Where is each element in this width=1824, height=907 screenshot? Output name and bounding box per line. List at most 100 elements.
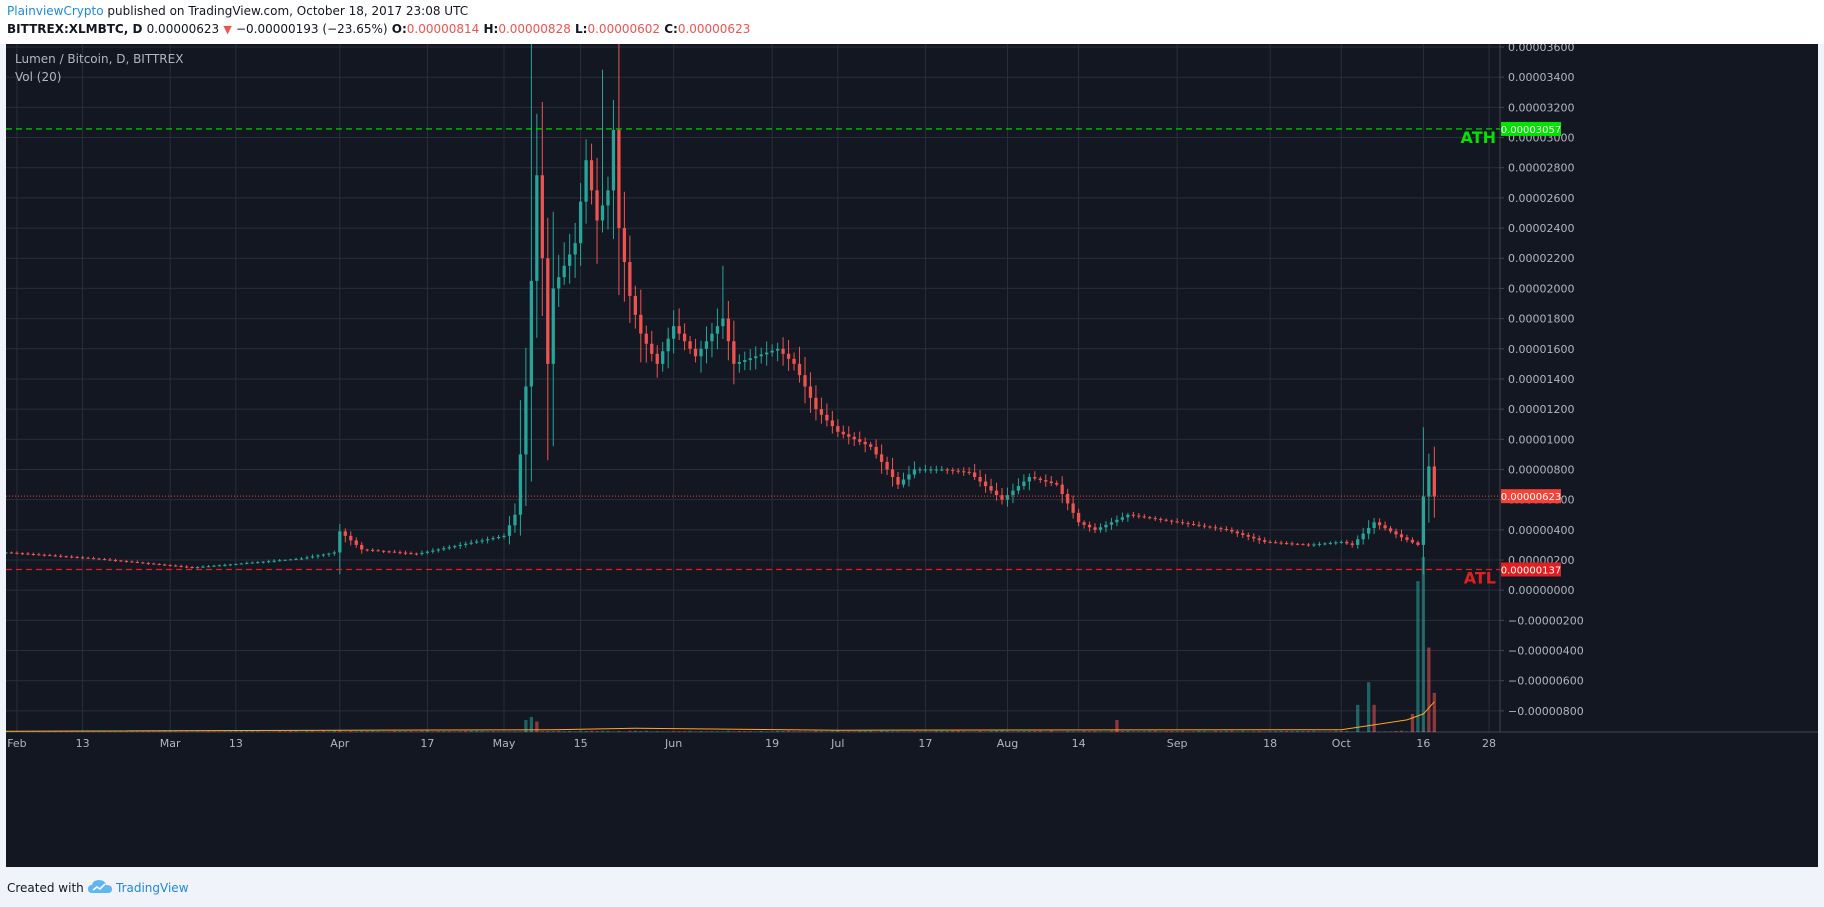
volume-bar <box>1328 731 1332 732</box>
candle <box>1230 527 1234 534</box>
y-tick-label: 0.00001000 <box>1508 433 1574 446</box>
candle <box>349 531 353 546</box>
candle <box>327 552 331 557</box>
candle-body <box>1301 544 1305 546</box>
volume-bar <box>1159 731 1163 732</box>
volume-bar <box>491 731 495 732</box>
candle-body <box>852 436 856 440</box>
candle-body <box>737 361 741 364</box>
candle-body <box>1038 478 1042 481</box>
candle <box>1235 529 1239 537</box>
candle <box>20 552 25 556</box>
candle <box>163 563 167 566</box>
candle-body <box>781 348 785 354</box>
x-tick-label: 17 <box>420 737 434 750</box>
tradingview-cloud-icon[interactable] <box>88 879 112 895</box>
volume-bar <box>1334 730 1338 732</box>
candle <box>1416 540 1420 547</box>
candle <box>1399 529 1404 542</box>
candle <box>1268 540 1272 544</box>
candle-body <box>1383 525 1387 529</box>
candle-body <box>584 160 588 202</box>
volume-bar <box>672 731 676 732</box>
candle-body <box>354 540 358 545</box>
volume-bar <box>338 730 342 732</box>
candle-body <box>1328 542 1332 544</box>
candle <box>168 564 172 567</box>
volume-bar <box>272 731 276 732</box>
candle-body <box>994 490 999 496</box>
candle-body <box>1230 529 1234 532</box>
candle <box>146 561 150 566</box>
volume-bar <box>650 731 654 732</box>
candle-body <box>639 314 643 334</box>
tradingview-brand-link[interactable]: TradingView <box>116 881 189 895</box>
candle <box>272 559 276 563</box>
volume-bar <box>994 730 999 732</box>
candle-body <box>666 338 670 352</box>
chart-area[interactable]: 0.00003600 0.00003400 0.00003200 0.00003000… <box>4 17 1818 867</box>
candle-body <box>1246 534 1250 537</box>
volume-bar <box>206 730 211 732</box>
candle <box>299 557 304 561</box>
candle <box>1159 517 1163 523</box>
volume-bar <box>1120 731 1125 732</box>
candle <box>1295 543 1300 546</box>
candle <box>1427 453 1431 523</box>
candle-body <box>1153 518 1157 520</box>
volume-bar <box>1093 730 1097 732</box>
price-chart[interactable]: 0.000036000.000034000.000032000.00003000… <box>4 17 1818 867</box>
candle-body <box>765 352 769 355</box>
candle-body <box>568 254 572 266</box>
candle-body <box>524 386 528 455</box>
candle-body <box>250 562 254 564</box>
volume-bar <box>130 730 134 732</box>
candle-body <box>1416 542 1420 545</box>
candle <box>469 539 473 546</box>
volume-bar <box>1290 730 1294 732</box>
candle <box>1279 540 1283 545</box>
candle <box>206 565 211 568</box>
volume-bar <box>1164 731 1168 732</box>
candle <box>80 555 85 560</box>
candle-body <box>1263 540 1267 542</box>
volume-bar <box>86 731 90 732</box>
candle <box>704 326 709 364</box>
y-tick-label: 0.00003600 <box>1508 44 1574 54</box>
candle-body <box>1268 541 1272 543</box>
volume-bar <box>277 730 282 732</box>
volume-bar <box>310 730 315 732</box>
candle <box>967 467 971 475</box>
candle-body <box>217 565 222 567</box>
candle <box>256 561 260 564</box>
candle <box>15 551 19 555</box>
x-tick-label: May <box>493 737 516 750</box>
author-link[interactable]: PlainviewCrypto <box>7 4 104 18</box>
candle <box>672 310 676 354</box>
candle-body <box>1033 477 1037 479</box>
volume-bar <box>1131 731 1135 732</box>
volume-bar <box>228 731 233 732</box>
volume-bar <box>945 730 949 732</box>
candle <box>578 183 583 266</box>
candle-body <box>365 549 369 551</box>
candle-body <box>972 472 977 478</box>
candle-body <box>1399 534 1404 538</box>
last-price-tag-text: 0.00000623 <box>1501 492 1561 503</box>
candle-body <box>1000 495 1004 500</box>
volume-bar <box>1356 704 1360 732</box>
candle <box>1044 474 1048 487</box>
volume-bar <box>1191 731 1196 732</box>
candle <box>1011 483 1015 504</box>
volume-bar <box>1175 731 1179 732</box>
volume-bar <box>1345 730 1349 732</box>
candle <box>688 336 692 355</box>
candle-body <box>474 541 479 543</box>
candle-body <box>1339 541 1343 543</box>
volume-indicator-label[interactable]: Vol (20) <box>15 70 62 84</box>
candle-body <box>1098 527 1103 530</box>
candle <box>267 559 271 564</box>
candle <box>212 564 216 567</box>
x-tick-label: 28 <box>1482 737 1496 750</box>
x-tick-label: Apr <box>330 737 350 750</box>
